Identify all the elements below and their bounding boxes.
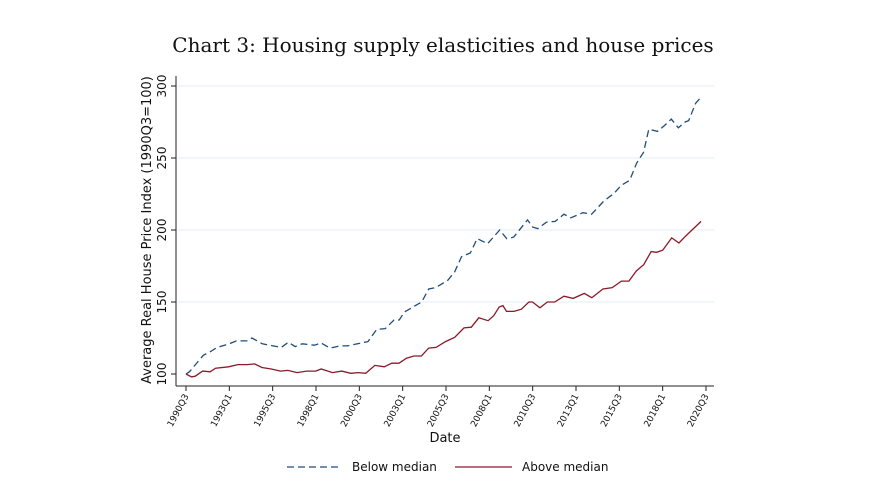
x-tick-label: 2015Q3: [599, 393, 625, 429]
y-tick-label: 100: [155, 363, 169, 386]
x-tick-label: 1990Q3: [166, 393, 192, 429]
y-axis-label: Average Real House Price Index (1990Q3=1…: [140, 76, 155, 384]
x-axis-label: Date: [429, 431, 460, 446]
legend-label-below-median: Below median: [352, 460, 437, 474]
series-line-below-median: [185, 97, 702, 375]
x-tick-label: 2018Q1: [643, 393, 669, 429]
y-tick-label: 150: [155, 291, 169, 314]
x-tick-label: 2008Q1: [469, 393, 495, 429]
legend: Below median Above median: [287, 460, 608, 474]
x-tick-label: 1993Q1: [209, 393, 235, 429]
x-tick-label: 2000Q3: [339, 393, 365, 429]
x-tick-label: 1995Q3: [253, 393, 279, 429]
x-tick-label: 2005Q3: [426, 393, 452, 429]
x-tick-label: 2020Q3: [686, 393, 712, 429]
x-tick-label: 2013Q1: [556, 393, 582, 429]
y-tick-label: 300: [155, 75, 169, 98]
legend-label-above-median: Above median: [522, 460, 608, 474]
series-line-above-median: [185, 220, 702, 378]
y-tick-label: 250: [155, 147, 169, 170]
x-tick-label: 2010Q3: [513, 393, 539, 429]
x-tick-label: 2003Q1: [383, 393, 409, 429]
x-tick-label: 1998Q1: [296, 393, 322, 429]
y-tick-label: 200: [155, 219, 169, 242]
chart-title: Chart 3: Housing supply elasticities and…: [172, 33, 713, 57]
